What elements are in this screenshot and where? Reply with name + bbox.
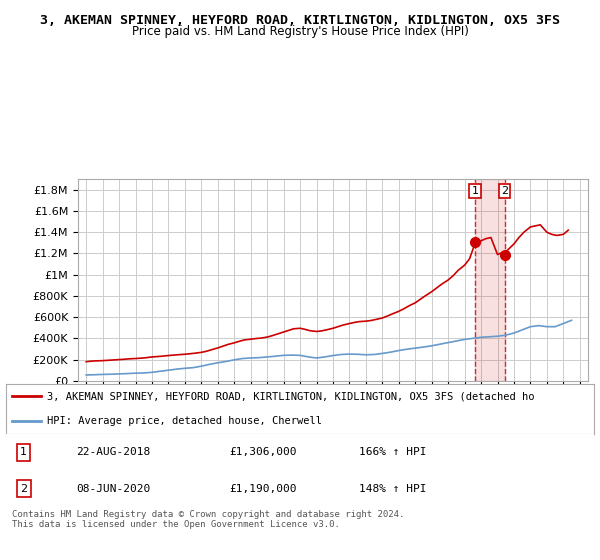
Text: 2: 2	[20, 484, 27, 493]
Text: HPI: Average price, detached house, Cherwell: HPI: Average price, detached house, Cher…	[47, 417, 322, 426]
Text: 1: 1	[20, 447, 27, 457]
Text: 3, AKEMAN SPINNEY, HEYFORD ROAD, KIRTLINGTON, KIDLINGTON, OX5 3FS: 3, AKEMAN SPINNEY, HEYFORD ROAD, KIRTLIN…	[40, 14, 560, 27]
Text: £1,190,000: £1,190,000	[229, 484, 297, 493]
Bar	[475, 179, 505, 381]
Text: 2: 2	[501, 186, 508, 196]
Text: 1: 1	[472, 186, 479, 196]
Text: 3, AKEMAN SPINNEY, HEYFORD ROAD, KIRTLINGTON, KIDLINGTON, OX5 3FS (detached ho: 3, AKEMAN SPINNEY, HEYFORD ROAD, KIRTLIN…	[47, 391, 535, 401]
Text: Price paid vs. HM Land Registry's House Price Index (HPI): Price paid vs. HM Land Registry's House …	[131, 25, 469, 38]
Text: 08-JUN-2020: 08-JUN-2020	[77, 484, 151, 493]
Text: Contains HM Land Registry data © Crown copyright and database right 2024.
This d: Contains HM Land Registry data © Crown c…	[12, 510, 404, 529]
Text: 148% ↑ HPI: 148% ↑ HPI	[359, 484, 426, 493]
Text: £1,306,000: £1,306,000	[229, 447, 297, 457]
Text: 22-AUG-2018: 22-AUG-2018	[77, 447, 151, 457]
Text: 166% ↑ HPI: 166% ↑ HPI	[359, 447, 426, 457]
